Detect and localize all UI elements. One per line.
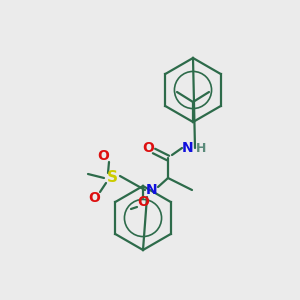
Text: O: O — [142, 141, 154, 155]
Text: S: S — [106, 170, 118, 185]
Text: O: O — [97, 149, 109, 163]
Text: O: O — [88, 191, 100, 205]
Text: N: N — [146, 183, 158, 197]
Text: O: O — [137, 195, 149, 209]
Text: N: N — [182, 141, 194, 155]
Text: H: H — [196, 142, 206, 154]
